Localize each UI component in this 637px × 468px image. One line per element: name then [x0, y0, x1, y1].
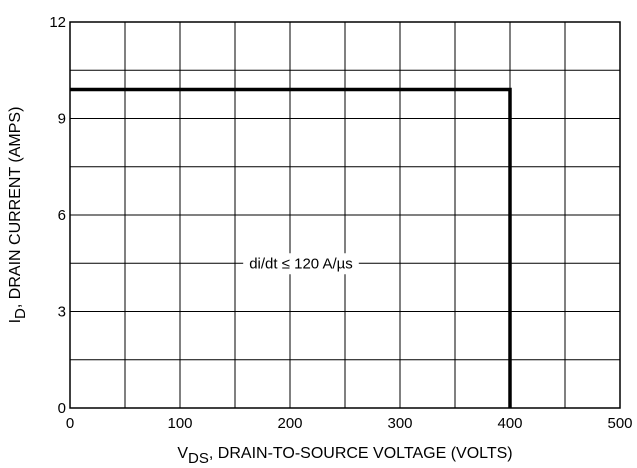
- y-tick-label: 12: [49, 14, 66, 31]
- annotation-text: di/dt ≤ 120 A/µs: [249, 255, 353, 272]
- y-axis-label-main: I: [7, 319, 24, 323]
- y-axis-label-subscript: D: [12, 308, 29, 319]
- y-axis-label: ID, DRAIN CURRENT (AMPS): [7, 107, 29, 324]
- annotation-layer: di/dt ≤ 120 A/µs: [243, 253, 359, 275]
- x-axis-label-subscript: DS: [188, 450, 209, 467]
- x-tick-label: 300: [387, 415, 412, 432]
- x-tick-label: 500: [607, 415, 632, 432]
- x-axis-label: VDS, DRAIN-TO-SOURCE VOLTAGE (VOLTS): [177, 445, 512, 467]
- grid-layer: [70, 22, 620, 408]
- x-axis-label-rest: , DRAIN-TO-SOURCE VOLTAGE (VOLTS): [209, 445, 513, 462]
- x-tick-label: 200: [277, 415, 302, 432]
- x-tick-label: 100: [167, 415, 192, 432]
- x-tick-labels: 0 100 200 300 400 500: [66, 415, 633, 432]
- plot-frame: [69, 21, 621, 409]
- annotation-0: di/dt ≤ 120 A/µs: [243, 253, 359, 275]
- y-axis-label-rest: , DRAIN CURRENT (AMPS): [7, 107, 24, 309]
- y-tick-label: 6: [58, 207, 66, 224]
- y-tick-label: 3: [58, 304, 66, 321]
- x-tick-label: 400: [497, 415, 522, 432]
- y-tick-label: 0: [58, 400, 66, 417]
- y-tick-labels: 0 3 6 9 12: [49, 14, 66, 417]
- series-layer: [70, 87, 512, 408]
- series-line-0: [70, 87, 512, 408]
- x-tick-label: 0: [66, 415, 74, 432]
- annotation-background: [243, 253, 359, 275]
- x-axis-label-main: V: [177, 445, 188, 462]
- y-tick-label: 9: [58, 111, 66, 128]
